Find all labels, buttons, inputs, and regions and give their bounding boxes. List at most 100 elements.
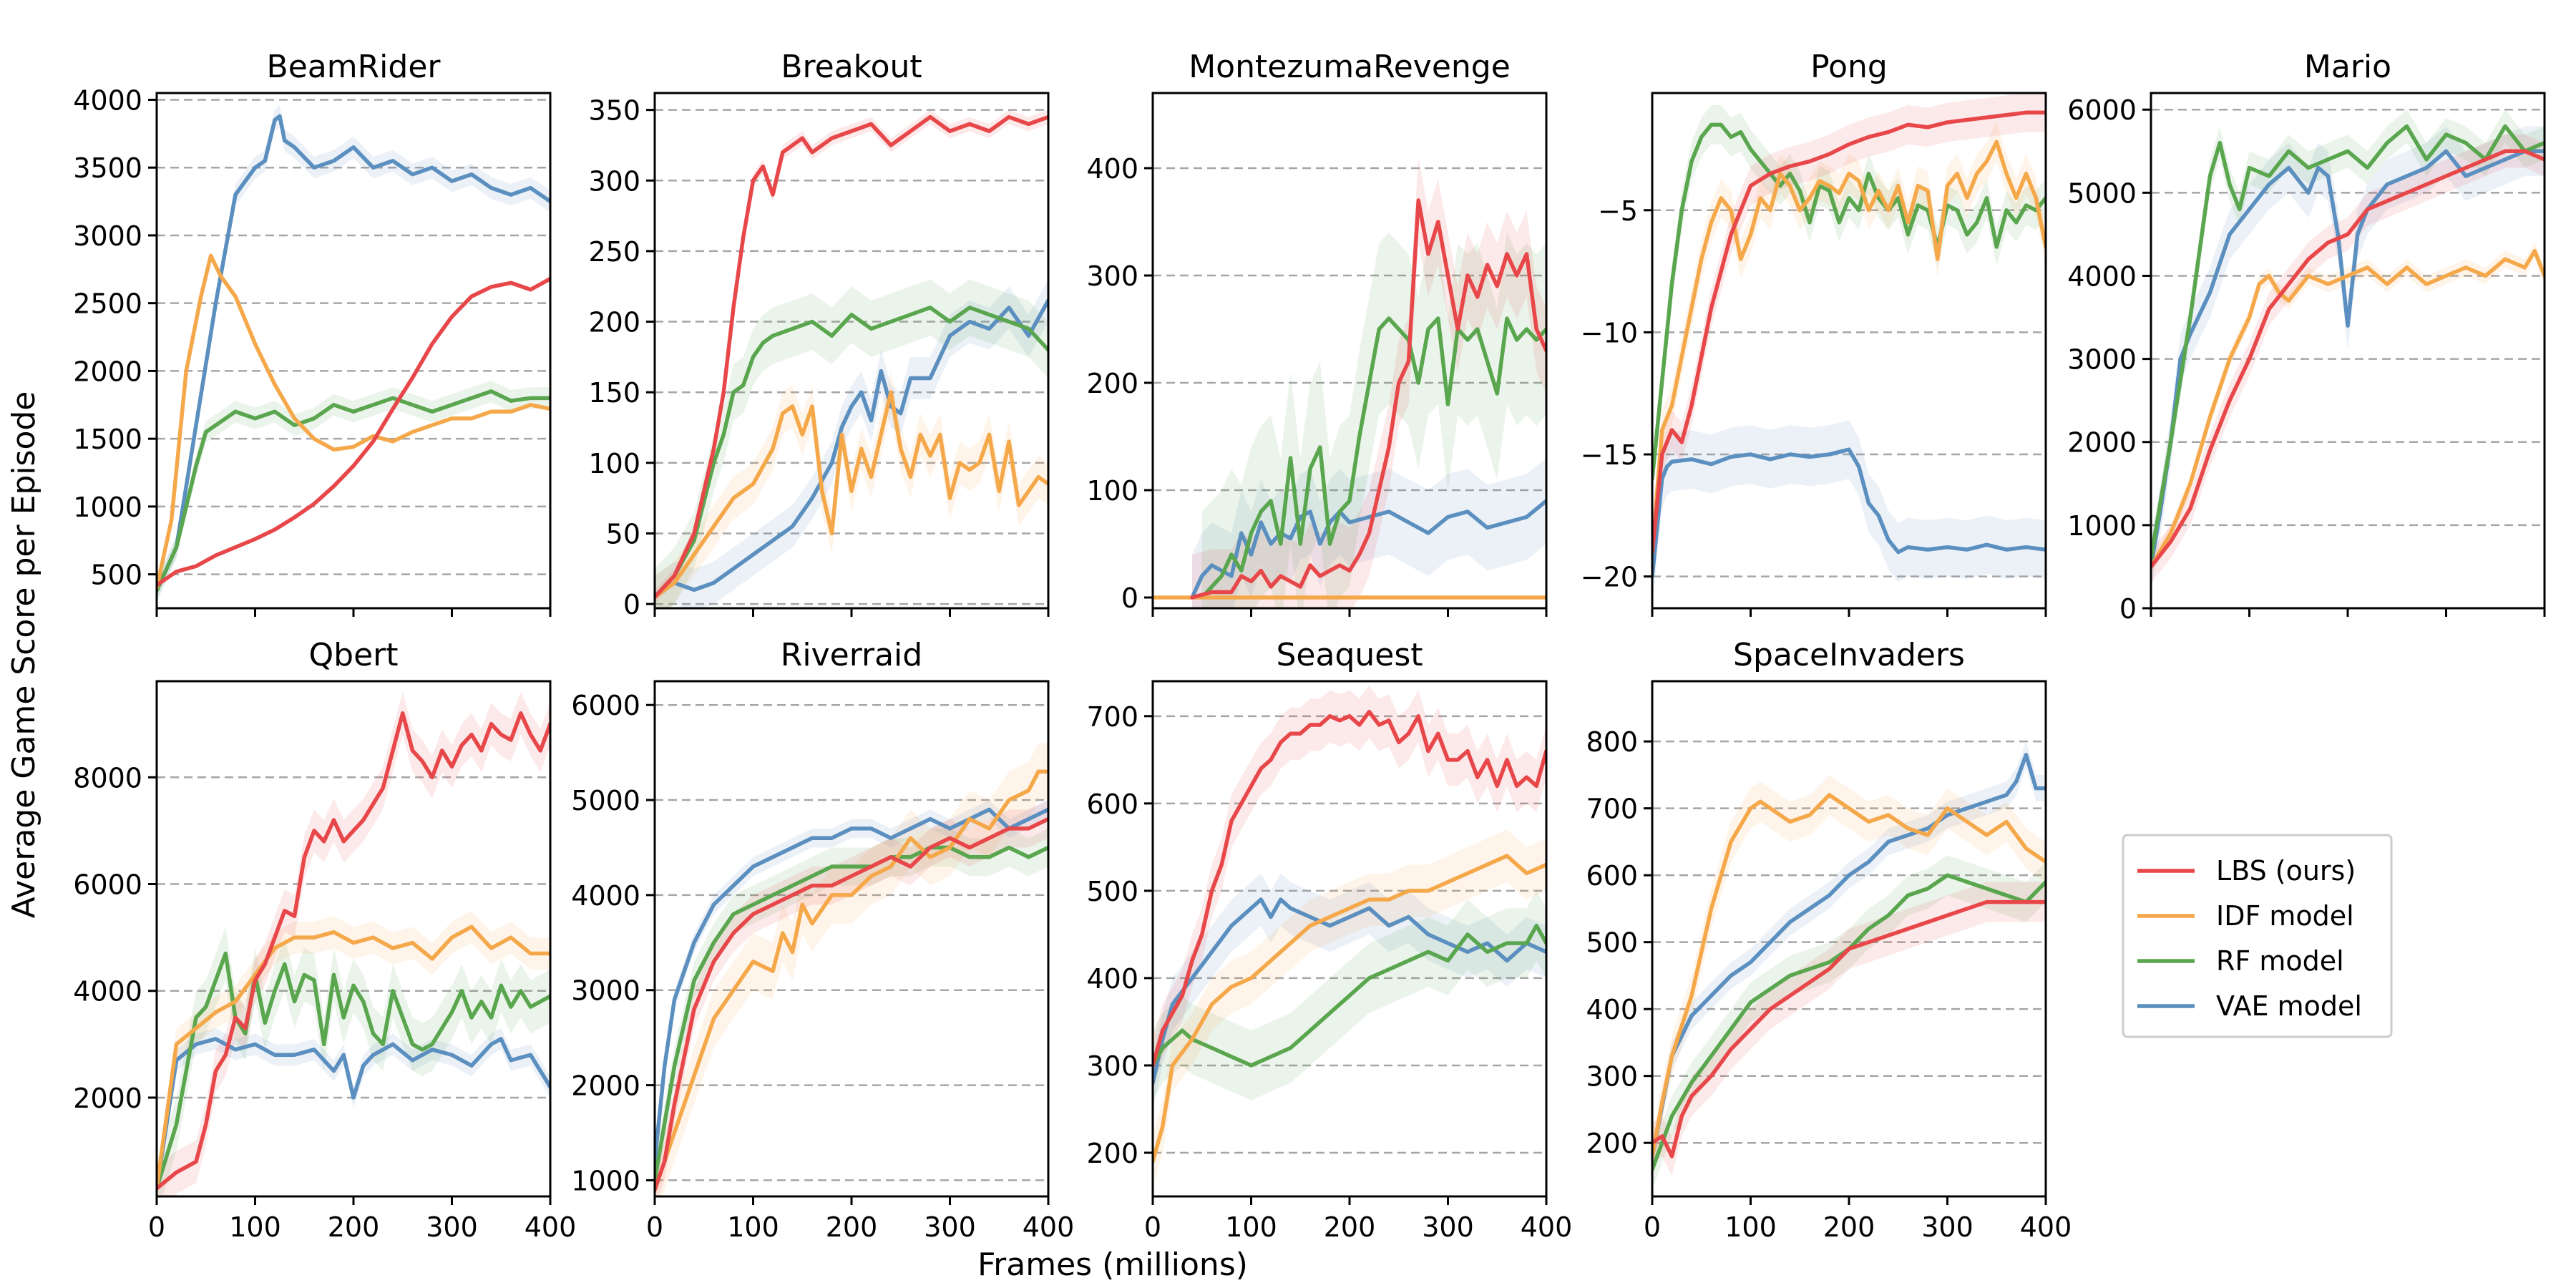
subplot-title: MontezumaRevenge <box>1189 49 1511 85</box>
y-tick-label: 2000 <box>2067 427 2137 459</box>
legend-label: VAE model <box>2216 990 2362 1022</box>
y-tick-label: 200 <box>1086 1138 1138 1169</box>
y-tick-label: 0 <box>2119 593 2137 625</box>
x-tick-label: 300 <box>1422 1211 1474 1243</box>
subplot-beamrider: 500 1000 1500 2000 2500 3000 3500 4000 BeamRider <box>73 49 552 617</box>
legend-box <box>2122 834 2393 1038</box>
y-tick-label: 600 <box>1086 789 1138 820</box>
confidence-band <box>1652 741 2046 1170</box>
y-tick-label: 300 <box>588 165 640 197</box>
x-tick-label: 0 <box>1144 1211 1161 1243</box>
legend-entry: IDF model <box>2137 900 2354 932</box>
series-line-idf-model <box>157 924 550 1191</box>
y-tick-label: 350 <box>588 95 640 127</box>
series-group <box>1153 686 1546 1188</box>
series-line-lbs-ours- <box>655 816 1048 1192</box>
series-line-rf-model <box>157 951 550 1191</box>
y-tick-label: 1000 <box>2067 510 2137 542</box>
series-line-vae-model <box>655 807 1048 1163</box>
y-tick-label: 700 <box>1586 794 1638 825</box>
y-tick-label: 4000 <box>73 84 142 116</box>
plot-frame <box>155 92 552 610</box>
series-line-vae-model <box>157 114 550 593</box>
x-tick-label: 400 <box>2020 1211 2072 1243</box>
x-tick-label: 0 <box>148 1211 165 1243</box>
x-tick-label: 400 <box>1521 1211 1573 1243</box>
series-line-idf-model <box>1652 793 2046 1158</box>
y-tick-label: 3500 <box>73 152 142 184</box>
y-tick-label: 5000 <box>571 785 640 816</box>
series-line-lbs-ours- <box>157 276 550 587</box>
plot-frame <box>1151 680 1548 1198</box>
y-tick-label: 6000 <box>571 690 640 721</box>
y-tick-label: 0 <box>623 589 640 620</box>
x-tick-label: 100 <box>1225 1211 1277 1243</box>
y-tick-label: 600 <box>1586 860 1638 892</box>
y-tick-label: −20 <box>1581 562 1638 593</box>
x-tick-label: 200 <box>1823 1211 1875 1243</box>
confidence-band <box>1652 774 2046 1176</box>
series-group <box>1652 741 2046 1190</box>
plot-frame <box>653 680 1050 1198</box>
y-tick-label: 50 <box>606 518 640 550</box>
series-group <box>655 109 1048 608</box>
subplot-montezumarevenge: 0 100 200 300 400 MontezumaRevenge <box>1086 49 1548 617</box>
x-tick-label: 100 <box>1724 1211 1777 1243</box>
confidence-band <box>2151 126 2545 592</box>
confidence-band <box>655 279 1048 608</box>
y-tick-label: 3000 <box>73 220 142 252</box>
series-line-rf-model <box>655 306 1048 599</box>
legend-label: IDF model <box>2216 900 2354 932</box>
y-tick-label: 400 <box>1086 963 1138 995</box>
confidence-band <box>157 691 550 1196</box>
figure-ylabel: Average Game Score per Episode <box>6 391 42 919</box>
subplot-title: SpaceInvaders <box>1733 637 1965 673</box>
y-tick-label: 500 <box>1086 876 1138 907</box>
confidence-band <box>655 800 1048 1196</box>
y-tick-label: 250 <box>588 236 640 268</box>
y-tick-label: −10 <box>1581 317 1638 348</box>
confidence-band <box>157 105 550 602</box>
series-line-lbs-ours- <box>1153 709 1546 1068</box>
y-tick-label: 2000 <box>73 1083 142 1114</box>
y-tick-label: 800 <box>1586 726 1638 758</box>
x-tick-label: 200 <box>1324 1211 1376 1243</box>
x-tick-label: 200 <box>826 1211 878 1243</box>
confidence-band <box>655 800 1048 1171</box>
series-group <box>157 691 550 1196</box>
y-tick-label: 500 <box>90 560 142 591</box>
confidence-band <box>157 927 550 1196</box>
subplot-title: Breakout <box>781 49 922 85</box>
series-group <box>655 743 1048 1196</box>
series-line-rf-model <box>1153 923 1546 1068</box>
confidence-band <box>1153 829 1546 1188</box>
figure-xlabel: Frames (millions) <box>977 1246 1248 1283</box>
subplot-title: Qbert <box>309 637 399 673</box>
y-tick-label: 300 <box>1586 1061 1638 1093</box>
y-tick-label: 150 <box>588 377 640 409</box>
legend-label: LBS (ours) <box>2216 855 2356 887</box>
series-group <box>1153 157 1546 608</box>
series-line-lbs-ours- <box>157 711 550 1191</box>
y-tick-label: 1500 <box>73 424 142 455</box>
y-tick-label: 3000 <box>2067 344 2137 376</box>
y-tick-label: 700 <box>1086 701 1138 733</box>
y-tick-label: 300 <box>1086 260 1138 292</box>
confidence-band <box>655 743 1048 1196</box>
y-tick-label: 1000 <box>73 492 142 523</box>
legend-entry: VAE model <box>2137 990 2362 1022</box>
subplot-title: Seaquest <box>1276 637 1423 673</box>
series-line-idf-model <box>655 769 1048 1192</box>
x-tick-label: 400 <box>1023 1211 1075 1243</box>
confidence-band <box>1652 855 2046 1190</box>
series-line-lbs-ours- <box>655 114 1048 599</box>
y-tick-label: 0 <box>1121 582 1138 614</box>
subplot-breakout: 0 50 100 150 200 250 300 350 Breakout <box>588 49 1050 620</box>
legend-entry: RF model <box>2137 945 2344 977</box>
series-line-vae-model <box>1652 753 2046 1158</box>
plot-frame <box>653 92 1050 610</box>
y-tick-label: 100 <box>588 448 640 479</box>
subplot-riverraid: 1000 2000 3000 4000 5000 6000 0 100 200 300 400 Riv… <box>571 637 1074 1243</box>
x-tick-label: 300 <box>426 1211 478 1243</box>
series-line-idf-model <box>157 253 550 590</box>
